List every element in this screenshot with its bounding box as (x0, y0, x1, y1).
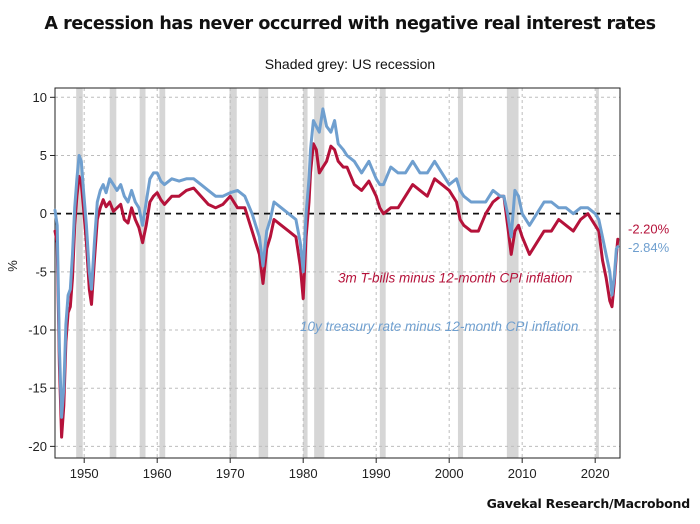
recession-band-11 (595, 88, 599, 458)
x-tick-label: 1950 (70, 466, 99, 481)
end-value-3m: -2.20% (628, 221, 670, 236)
series (53, 107, 620, 439)
y-tick-label: 5 (40, 148, 47, 163)
y-tick-label: -5 (35, 264, 47, 279)
y-axis-label: % (5, 260, 20, 272)
x-tick-label: 1980 (289, 466, 318, 481)
y-tick-label: 10 (33, 90, 47, 105)
x-tick-label: 1970 (216, 466, 245, 481)
y-tick-label: -20 (28, 439, 47, 454)
x-tick-label: 1960 (143, 466, 172, 481)
recession-band-10 (506, 88, 519, 458)
y-tick-label: -10 (28, 323, 47, 338)
plot-frame (54, 87, 621, 459)
x-tick-label: 2020 (581, 466, 610, 481)
source-credit: Gavekal Research/Macrobond (486, 496, 691, 511)
recession-band-7 (314, 88, 325, 458)
y-tick-label: 0 (40, 206, 47, 221)
series-line-1 (53, 107, 620, 419)
recession-band-3 (159, 88, 166, 458)
x-tick-label: 2010 (508, 466, 537, 481)
x-tick-label: 1990 (362, 466, 391, 481)
series-annotation-3m: 3m T-bills minus 12-month CPI inflation (338, 270, 572, 285)
chart-subtitle: Shaded grey: US recession (264, 56, 436, 72)
end-value-10y: -2.84% (628, 240, 670, 255)
recession-band-2 (139, 88, 146, 458)
chart-title: A recession has never occurred with nega… (44, 14, 656, 34)
recession-band-9 (457, 88, 464, 458)
recession-band-4 (229, 88, 237, 458)
recession-band-0 (76, 88, 83, 458)
y-tick-label: -15 (28, 381, 47, 396)
x-tick-label: 2000 (435, 466, 464, 481)
series-annotation-10y: 10y treasury rate minus 12-month CPI inf… (300, 319, 578, 334)
grid (55, 88, 620, 458)
recession-band-1 (109, 88, 117, 458)
recession-band-8 (379, 88, 386, 458)
series-line-0 (53, 142, 620, 439)
